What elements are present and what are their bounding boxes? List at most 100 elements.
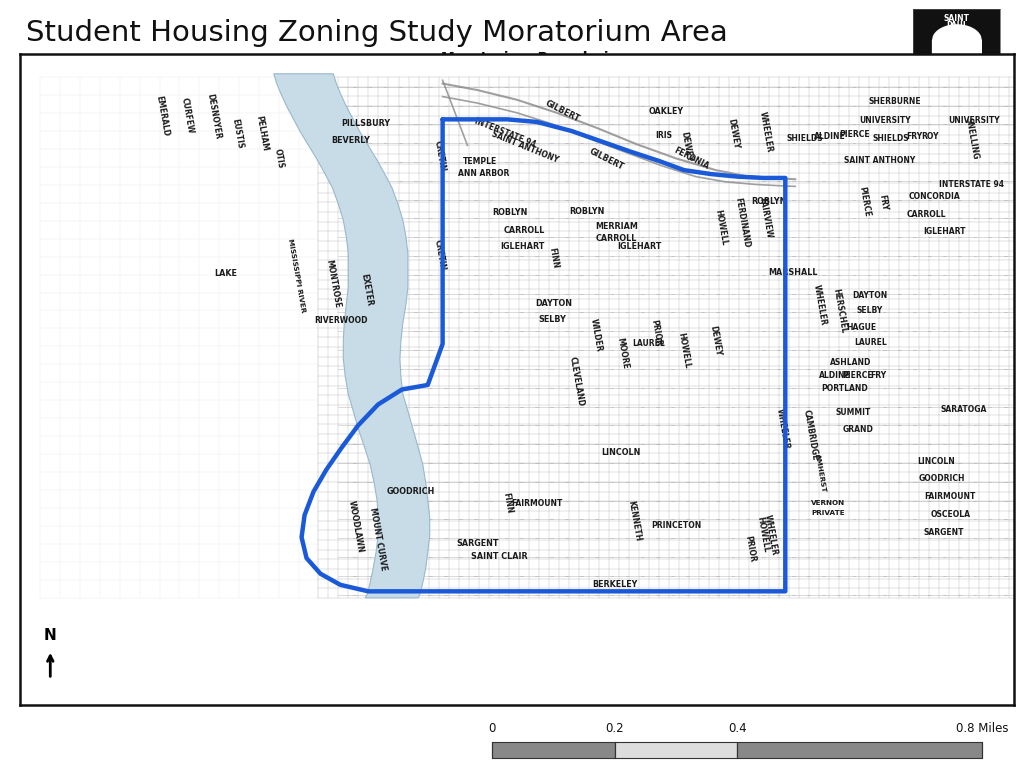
Text: FINN: FINN <box>501 492 513 515</box>
Text: SAINT: SAINT <box>944 13 970 22</box>
Text: OTIS: OTIS <box>272 148 285 169</box>
Text: SAINT ANTHONY: SAINT ANTHONY <box>490 130 560 165</box>
Text: DEWEY: DEWEY <box>709 325 723 356</box>
Text: WHEELER: WHEELER <box>758 112 773 153</box>
Polygon shape <box>273 74 430 598</box>
Text: INTERSTATE 94: INTERSTATE 94 <box>939 180 1004 189</box>
Text: DAYTON: DAYTON <box>852 291 888 300</box>
Bar <box>737 742 982 758</box>
Text: DEWEY: DEWEY <box>727 118 740 150</box>
Text: Student Housing Zoning Study Moratorium Area: Student Housing Zoning Study Moratorium … <box>26 19 727 47</box>
Text: CURFEW: CURFEW <box>180 98 195 135</box>
Text: CAMBRIDGE: CAMBRIDGE <box>801 409 819 461</box>
Text: SELBY: SELBY <box>538 315 566 325</box>
Text: SAINT ANTHONY: SAINT ANTHONY <box>844 156 915 165</box>
Text: CARROLL: CARROLL <box>596 234 637 243</box>
Text: KENNETH: KENNETH <box>627 500 642 542</box>
Text: GOODRICH: GOODRICH <box>387 487 435 496</box>
Text: LAUREL: LAUREL <box>632 339 665 348</box>
Text: ROY: ROY <box>922 133 939 141</box>
Text: UNIVERSITY: UNIVERSITY <box>859 116 910 125</box>
Text: PIERCE: PIERCE <box>858 186 871 218</box>
Text: FERONIA: FERONIA <box>672 146 710 171</box>
Text: HAGUE: HAGUE <box>847 322 877 332</box>
Text: AMHERST: AMHERST <box>814 453 826 494</box>
Text: SHIELDS: SHIELDS <box>786 134 823 143</box>
Text: MARSHALL: MARSHALL <box>768 268 818 277</box>
Bar <box>614 742 737 758</box>
Text: SHERBURNE: SHERBURNE <box>868 98 921 106</box>
Text: FAIRMOUNT: FAIRMOUNT <box>511 499 562 508</box>
Text: FRY: FRY <box>906 133 923 141</box>
Text: ALDINE: ALDINE <box>814 133 846 141</box>
Text: VERNON: VERNON <box>811 501 845 506</box>
Text: HOWELL: HOWELL <box>755 516 770 553</box>
Text: EXETER: EXETER <box>358 273 374 307</box>
Text: SAINT CLAIR: SAINT CLAIR <box>471 553 527 561</box>
Text: PAUL: PAUL <box>946 22 968 30</box>
Text: PRINCETON: PRINCETON <box>651 521 701 530</box>
Text: 0.4: 0.4 <box>728 722 746 735</box>
Text: ANN ARBOR: ANN ARBOR <box>458 169 509 178</box>
Text: 0.8 Miles: 0.8 Miles <box>956 722 1009 735</box>
Text: MONTROSE: MONTROSE <box>325 259 342 309</box>
Text: CRETIN: CRETIN <box>432 239 446 271</box>
Text: SARATOGA: SARATOGA <box>941 405 987 414</box>
Text: PRIOR: PRIOR <box>743 535 758 563</box>
Text: WHEELER: WHEELER <box>812 284 828 326</box>
Bar <box>938 55 948 66</box>
Text: FRY: FRY <box>870 371 887 381</box>
Text: DESNOYER: DESNOYER <box>206 92 222 140</box>
Text: HOWELL: HOWELL <box>713 208 728 246</box>
Text: 0.2: 0.2 <box>605 722 624 735</box>
Text: SUMMIT: SUMMIT <box>836 408 870 418</box>
Text: FAIRVIEW: FAIRVIEW <box>758 197 773 239</box>
Text: ROBLYN: ROBLYN <box>569 207 604 215</box>
Bar <box>493 742 614 758</box>
Text: LAKE: LAKE <box>215 269 238 278</box>
Text: PRIVATE: PRIVATE <box>811 510 845 516</box>
Text: CARROLL: CARROLL <box>504 226 545 235</box>
Text: WHEELER: WHEELER <box>775 408 792 450</box>
Text: RIVERWOOD: RIVERWOOD <box>314 316 368 325</box>
Text: SELBY: SELBY <box>857 306 883 315</box>
Text: 0: 0 <box>488 722 496 735</box>
Text: GILBERT: GILBERT <box>588 147 626 172</box>
Text: BERKELEY: BERKELEY <box>592 580 637 589</box>
Text: MOUNT CURVE: MOUNT CURVE <box>368 507 388 571</box>
Bar <box>951 55 963 66</box>
Text: PILLSBURY: PILLSBURY <box>342 119 391 129</box>
Text: CRETIN: CRETIN <box>432 140 446 173</box>
Text: LINCOLN: LINCOLN <box>602 448 641 457</box>
Text: PELHAM: PELHAM <box>254 115 269 152</box>
Text: FRY: FRY <box>877 193 889 211</box>
Text: INTERSTATE 94: INTERSTATE 94 <box>473 117 537 150</box>
Text: LINCOLN: LINCOLN <box>918 456 955 466</box>
Text: MERRIAM: MERRIAM <box>595 222 638 231</box>
Text: WHEELER: WHEELER <box>763 514 778 556</box>
Text: PRIOR: PRIOR <box>649 319 663 347</box>
Text: IGLEHART: IGLEHART <box>617 242 662 251</box>
Text: FAIRMOUNT: FAIRMOUNT <box>925 492 976 501</box>
Text: SNELLING: SNELLING <box>964 117 980 160</box>
Text: OAKLEY: OAKLEY <box>648 107 684 116</box>
Text: DAYTON: DAYTON <box>536 299 572 308</box>
Text: WILDER: WILDER <box>589 319 604 353</box>
Text: BEVERLY: BEVERLY <box>331 136 370 145</box>
Bar <box>924 55 934 66</box>
Text: CLEVELAND: CLEVELAND <box>568 356 586 408</box>
Text: TEMPLE: TEMPLE <box>463 157 498 166</box>
Text: HERSCHEL: HERSCHEL <box>831 288 848 334</box>
Text: IGLEHART: IGLEHART <box>500 242 545 251</box>
Text: Moratorium Boundaries: Moratorium Boundaries <box>441 50 627 64</box>
Text: MOORE: MOORE <box>615 336 630 370</box>
Text: CONCORDIA: CONCORDIA <box>908 191 961 201</box>
Text: PIERCE: PIERCE <box>840 130 870 140</box>
Text: CARROLL: CARROLL <box>906 210 946 219</box>
Text: SHIELDS: SHIELDS <box>872 134 909 143</box>
Text: ASHLAND: ASHLAND <box>830 358 871 367</box>
Text: EUSTIS: EUSTIS <box>230 118 244 150</box>
Text: FERDINAND: FERDINAND <box>734 196 752 248</box>
Text: MISSISSIPPI RIVER: MISSISSIPPI RIVER <box>287 238 306 313</box>
Text: GILBERT: GILBERT <box>544 99 582 124</box>
